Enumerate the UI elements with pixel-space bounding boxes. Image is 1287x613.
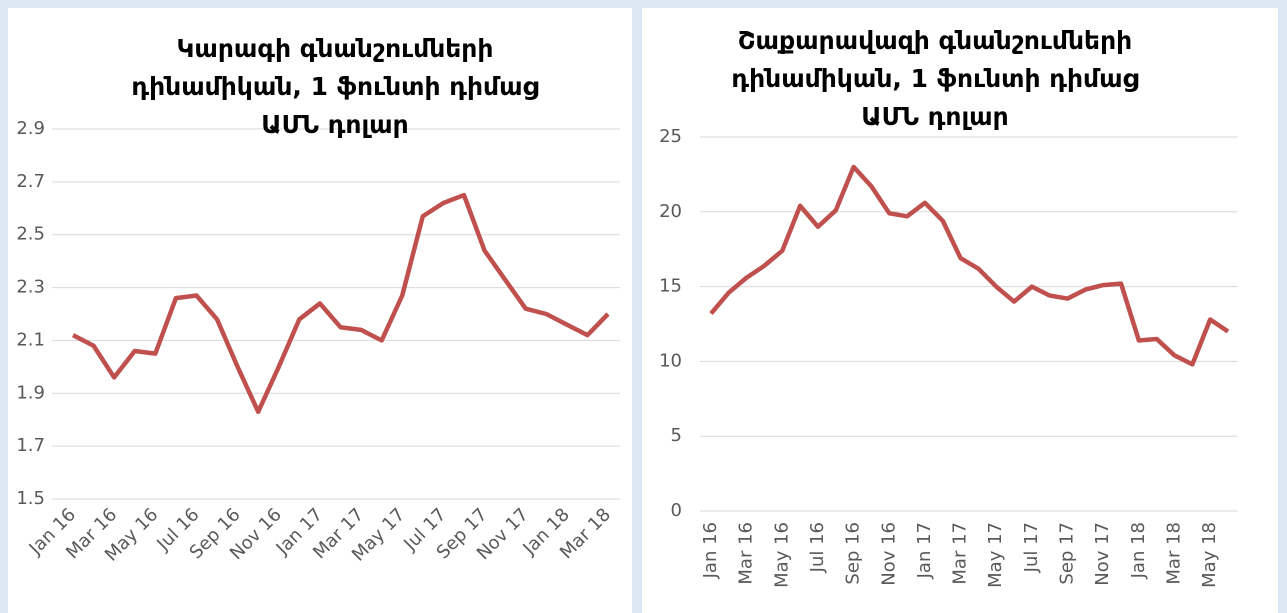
x-tick-label: Mar 17 xyxy=(950,522,971,585)
x-tick-label: Jul 16 xyxy=(807,522,828,573)
y-tick-label: 10 xyxy=(659,350,682,371)
x-tick-label: May 17 xyxy=(985,522,1006,588)
x-tick-label: Jul 17 xyxy=(1021,522,1042,573)
y-tick-label: 1.9 xyxy=(16,382,45,403)
chart-title: դինամիկան, 1 ֆունտի դիմաց xyxy=(731,64,1138,93)
y-tick-label: 5 xyxy=(671,425,682,446)
x-tick-label: Jan 17 xyxy=(914,522,935,579)
y-tick-label: 15 xyxy=(659,276,682,297)
x-tick-label: Sep 16 xyxy=(843,522,864,585)
y-tick-label: 0 xyxy=(671,500,682,521)
y-tick-label: 2.9 xyxy=(16,118,45,139)
chart-title: ԱՄՆ դոլար xyxy=(261,110,408,139)
x-tick-label: Nov 17 xyxy=(1092,522,1113,586)
y-tick-label: 20 xyxy=(659,201,682,222)
x-tick-label: Jan 18 xyxy=(1128,522,1149,579)
chart-title: դինամիկան, 1 ֆունտի դիմաց xyxy=(131,72,538,101)
y-tick-label: 1.7 xyxy=(16,435,45,456)
y-tick-label: 25 xyxy=(659,126,682,147)
y-tick-label: 2.1 xyxy=(16,329,45,350)
x-tick-label: Nov 16 xyxy=(878,522,899,586)
x-tick-label: Jan 16 xyxy=(700,522,721,579)
y-tick-label: 1.5 xyxy=(16,488,45,509)
x-tick-label: Mar 18 xyxy=(1164,522,1185,585)
y-tick-label: 2.7 xyxy=(16,171,45,192)
x-tick-label: Mar 16 xyxy=(736,522,757,585)
chart-title: Շաքարավազի գնանշումների xyxy=(738,26,1132,55)
line xyxy=(71,192,610,415)
right-panel xyxy=(642,8,1278,613)
x-tick-label: Sep 17 xyxy=(1057,522,1078,585)
chart-title: ԱՄՆ դոլար xyxy=(861,102,1008,131)
chart-title: Կարագի գնանշումների xyxy=(177,34,494,63)
x-tick-label: May 18 xyxy=(1199,522,1220,588)
y-tick-label: 2.5 xyxy=(16,224,45,245)
line xyxy=(709,164,1230,367)
y-tick-label: 2.3 xyxy=(16,277,45,298)
x-tick-label: May 16 xyxy=(771,522,792,588)
